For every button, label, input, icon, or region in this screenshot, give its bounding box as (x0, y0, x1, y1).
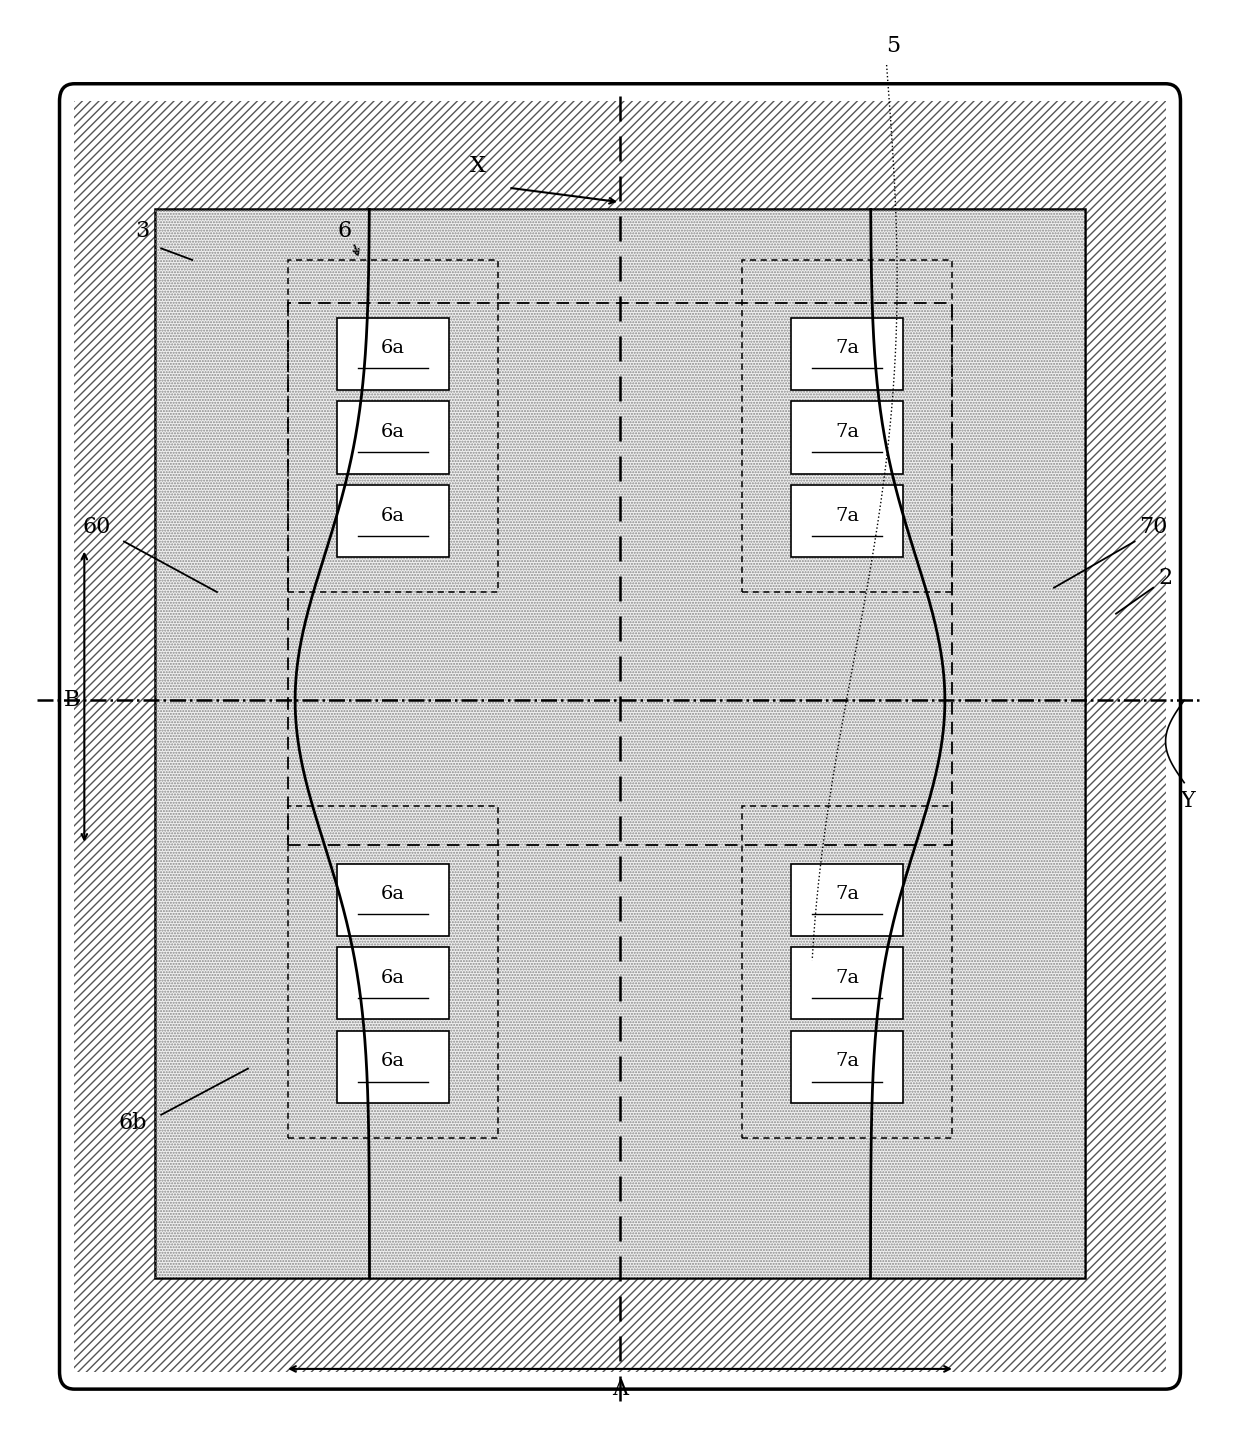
Bar (337, 1031, 449, 1103)
Text: A: A (613, 1378, 627, 1401)
Text: 6a: 6a (381, 885, 405, 902)
Bar (74, 101, 1166, 1372)
Bar (288, 806, 498, 1138)
Text: 6b: 6b (119, 1112, 146, 1135)
Text: 7a: 7a (835, 969, 859, 986)
FancyBboxPatch shape (60, 84, 1180, 1389)
Text: 6a: 6a (381, 339, 405, 357)
Text: 2: 2 (1158, 566, 1173, 589)
Bar (791, 864, 903, 936)
Text: 6: 6 (337, 219, 352, 243)
Text: 70: 70 (1140, 516, 1167, 539)
Bar (791, 401, 903, 474)
Text: 7a: 7a (835, 507, 859, 524)
Text: Y: Y (1180, 790, 1195, 813)
Bar (155, 209, 1085, 1278)
Text: 6a: 6a (381, 423, 405, 440)
Bar (337, 864, 449, 936)
Bar (337, 401, 449, 474)
Bar (791, 485, 903, 557)
Text: 6a: 6a (381, 507, 405, 524)
Bar (337, 318, 449, 390)
Text: 60: 60 (83, 516, 110, 539)
Bar (288, 260, 498, 592)
Bar (155, 209, 1085, 1278)
Text: 7a: 7a (835, 339, 859, 357)
Bar (791, 947, 903, 1019)
Text: 6a: 6a (381, 969, 405, 986)
Text: 7a: 7a (835, 885, 859, 902)
Text: X: X (470, 155, 485, 178)
Text: 5: 5 (885, 35, 900, 58)
Bar (337, 485, 449, 557)
Text: 3: 3 (135, 219, 150, 243)
Bar (791, 318, 903, 390)
Bar (742, 806, 952, 1138)
Bar (742, 260, 952, 592)
Bar (791, 1031, 903, 1103)
Text: 7a: 7a (835, 423, 859, 440)
Bar (337, 947, 449, 1019)
Bar (288, 303, 952, 845)
Text: B: B (63, 689, 81, 712)
Text: 6a: 6a (381, 1053, 405, 1070)
Text: 7a: 7a (835, 1053, 859, 1070)
